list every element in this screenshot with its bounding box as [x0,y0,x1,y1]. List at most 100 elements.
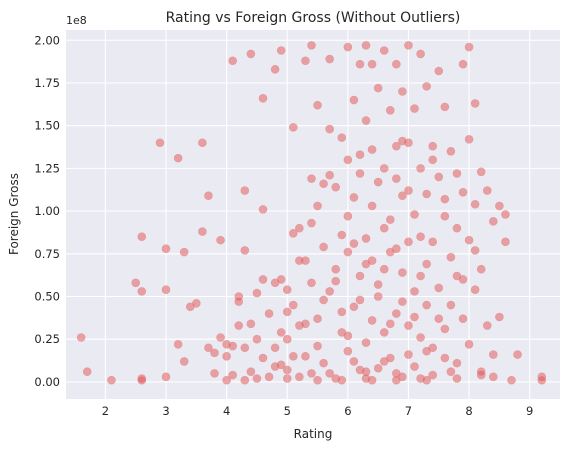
data-point [258,353,268,363]
data-point [361,338,371,347]
y-tick-label: 0.00 [34,375,60,389]
y-tick-label: 1.25 [34,161,60,175]
data-point [367,145,377,154]
data-point [307,369,316,378]
y-tick-label: 1.50 [34,119,60,133]
data-point [343,155,353,165]
data-point [458,314,468,324]
data-point [464,42,474,52]
data-point [337,133,347,142]
data-point [367,201,377,211]
data-point [343,42,353,52]
data-point [452,358,462,368]
data-point [410,210,419,219]
data-point [343,346,353,356]
data-point [428,370,438,380]
data-point [501,210,510,219]
data-point [107,375,116,385]
data-point [282,285,292,294]
data-point [228,341,237,351]
data-point [137,287,147,296]
data-point [264,372,274,382]
data-point [385,319,395,329]
x-tick-label: 4 [223,404,230,418]
data-point [155,138,165,148]
data-point [440,194,450,204]
data-point [319,358,328,368]
data-point [301,351,310,361]
data-point [361,41,371,50]
data-point [82,367,92,376]
data-point [313,201,322,211]
data-point [179,247,189,257]
data-point [240,375,250,385]
data-point [458,59,468,69]
grid [66,30,560,399]
data-point [343,331,353,341]
data-point [173,340,183,349]
data-point [385,353,395,363]
data-point [385,105,395,115]
data-point [210,348,219,358]
data-point [470,246,480,255]
data-point [355,59,365,69]
data-point [361,116,371,125]
data-point [470,99,480,108]
data-point [422,189,431,199]
data-point [331,264,341,274]
data-point [446,146,456,156]
data-point [404,186,413,195]
data-point [282,307,292,317]
data-point [434,66,444,76]
data-point [252,288,262,298]
data-point [379,223,389,233]
data-point [228,370,237,380]
y-tick-label: 2.00 [34,33,60,47]
data-point [246,367,256,376]
data-point [319,242,328,252]
data-point [276,328,286,337]
data-point [385,247,395,257]
data-point [495,312,504,322]
data-point [222,375,231,385]
data-point [507,375,516,385]
y-tick-label: 1.75 [34,76,60,90]
data-point [404,237,413,247]
data-point [404,41,413,50]
y-tick-label: 0.75 [34,247,60,261]
data-point [434,283,444,293]
data-point [446,367,456,376]
data-point [458,187,468,197]
data-point [325,124,334,134]
data-point [367,316,377,325]
data-point [440,102,450,112]
data-point [446,300,456,310]
x-tick-label: 9 [526,404,533,418]
data-point [228,56,237,66]
data-point [513,350,522,359]
data-point [137,232,147,242]
data-point [440,211,450,221]
data-point [476,367,486,376]
data-point [240,186,250,195]
data-point [258,205,268,214]
data-point [240,343,250,353]
data-point [240,246,250,255]
x-tick-label: 5 [284,404,291,418]
data-point [392,59,401,69]
y-tick-label: 0.25 [34,332,60,346]
y-tick-label: 1.00 [34,204,60,218]
x-tick-label: 3 [162,404,169,418]
data-point [537,375,547,385]
data-point [173,153,183,163]
data-point [422,82,431,91]
data-point [482,186,492,195]
y-axis-label: Foreign Gross [7,173,21,255]
data-point [216,235,225,245]
data-point [367,59,377,69]
data-point [452,374,462,383]
data-point [404,321,413,330]
data-point [410,312,419,322]
x-tick-label: 7 [405,404,412,418]
data-point [337,230,347,240]
